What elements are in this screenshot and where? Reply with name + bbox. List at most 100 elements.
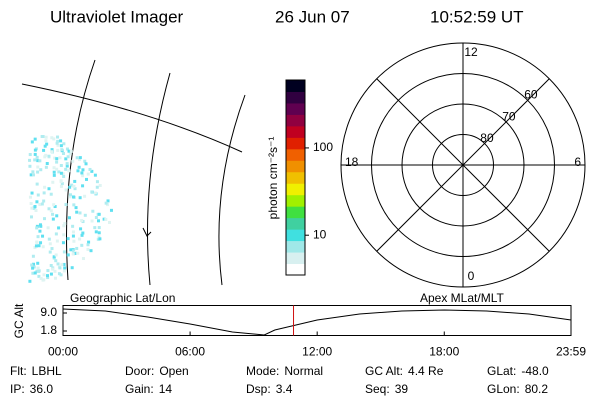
aurora-pixel xyxy=(54,232,58,236)
aurora-pixel xyxy=(96,219,100,223)
aurora-pixel xyxy=(80,218,84,222)
colorbar-swatch xyxy=(286,217,305,230)
aurora-pixel xyxy=(38,159,42,163)
aurora-pixel xyxy=(76,251,80,255)
aurora-pixel xyxy=(36,193,40,197)
field-label: Dsp: xyxy=(246,382,271,396)
aurora-pixel xyxy=(55,157,59,161)
aurora-pixel xyxy=(30,140,34,144)
aurora-pixel xyxy=(93,191,97,195)
aurora-pixel xyxy=(50,148,54,152)
aurora-pixel xyxy=(57,170,61,174)
aurora-pixel xyxy=(78,237,82,241)
aurora-pixel xyxy=(78,158,82,162)
x-tick-label: 23:59 xyxy=(556,345,586,359)
aurora-pixel xyxy=(43,144,47,148)
colorbar-swatch xyxy=(286,229,305,242)
aurora-pixel xyxy=(65,164,69,168)
polar-mlt-label: 12 xyxy=(464,45,478,59)
x-tick-label: 00:00 xyxy=(48,345,78,359)
aurora-pixel xyxy=(33,205,37,209)
aurora-pixel xyxy=(97,226,101,230)
aurora-pixel xyxy=(43,185,47,189)
aurora-pixel xyxy=(54,253,58,257)
aurora-pixel xyxy=(48,250,52,254)
plot-right-label: Apex MLat/MLT xyxy=(420,291,504,305)
aurora-pixel xyxy=(63,222,67,226)
aurora-pixel xyxy=(56,148,60,152)
aurora-pixel xyxy=(64,157,68,161)
aurora-pixel xyxy=(68,152,72,156)
field-label: GC Alt: xyxy=(365,364,403,378)
polar-spoke xyxy=(376,78,550,252)
aurora-pixel xyxy=(31,262,35,266)
colorbar-swatch xyxy=(286,80,305,92)
aurora-pixel xyxy=(33,148,37,152)
aurora-pixel xyxy=(45,274,49,278)
aurora-pixel xyxy=(31,271,35,275)
aurora-pixel xyxy=(47,187,51,191)
aurora-pixel xyxy=(95,185,99,189)
aurora-pixel xyxy=(53,156,57,160)
field-value: 80.2 xyxy=(525,382,549,396)
y-tick-label: 9.0 xyxy=(40,305,57,319)
aurora-pixel xyxy=(34,244,38,248)
aurora-pixel xyxy=(88,167,92,171)
aurora-pixel xyxy=(95,180,99,184)
aurora-pixel xyxy=(56,143,60,147)
aurora-pixel xyxy=(97,212,101,216)
colorbar-swatch xyxy=(286,148,305,161)
aurora-pixel xyxy=(67,149,71,153)
aurora-pixel xyxy=(39,224,43,228)
aurora-pixel xyxy=(65,147,69,151)
aurora-pixel xyxy=(33,158,37,162)
aurora-pixel xyxy=(52,173,56,177)
aurora-pixel xyxy=(97,235,101,239)
aurora-pixel xyxy=(35,155,39,159)
aurora-pixel xyxy=(64,188,68,192)
longitude-line xyxy=(147,72,171,286)
aurora-pixel xyxy=(71,230,75,234)
aurora-pixel xyxy=(62,250,66,254)
aurora-pixel xyxy=(73,179,77,183)
aurora-pixel xyxy=(83,194,87,198)
aurora-pixel xyxy=(67,169,71,173)
aurora-pixel xyxy=(55,160,59,164)
aurora-pixel xyxy=(83,213,87,217)
aurora-pixel xyxy=(62,224,66,228)
aurora-pixel xyxy=(49,209,53,213)
aurora-pixel xyxy=(57,272,61,276)
aurora-pixel xyxy=(90,190,94,194)
aurora-pixel xyxy=(55,214,59,218)
latitude-line xyxy=(21,83,243,153)
aurora-pixel xyxy=(39,168,43,172)
colorbar-swatch xyxy=(286,263,305,276)
aurora-pixel xyxy=(48,242,52,246)
aurora-pixel xyxy=(69,193,73,197)
colorbar-label: photon cm⁻²s⁻¹ xyxy=(266,137,280,220)
aurora-pixel xyxy=(106,199,110,203)
aurora-pixel xyxy=(33,152,37,156)
aurora-pixel xyxy=(51,267,55,271)
aurora-pixel xyxy=(44,165,48,169)
aurora-pixel xyxy=(38,203,42,207)
aurora-pixel xyxy=(42,217,46,221)
aurora-pixel xyxy=(31,254,35,258)
aurora-pixel xyxy=(75,246,79,250)
aurora-pixel xyxy=(35,200,39,204)
aurora-pixel xyxy=(90,169,94,173)
aurora-pixel xyxy=(28,279,32,283)
field-label: Mode: xyxy=(246,364,279,378)
aurora-pixel xyxy=(36,159,40,163)
colorbar-swatch xyxy=(286,171,305,184)
field-value: 4.4 Re xyxy=(408,364,444,378)
aurora-pixel xyxy=(52,137,56,141)
aurora-pixel xyxy=(61,172,65,176)
longitude-line xyxy=(218,94,246,286)
aurora-pixel xyxy=(59,144,63,148)
aurora-pixel xyxy=(51,217,55,221)
aurora-pixel xyxy=(84,177,88,181)
longitude-line xyxy=(66,59,96,281)
aurora-pixel xyxy=(71,252,75,256)
